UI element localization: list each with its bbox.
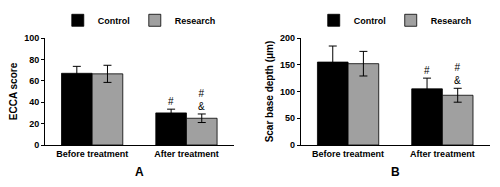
svg-text:0: 0	[290, 140, 295, 150]
svg-text:50: 50	[285, 113, 295, 123]
svg-text:Control: Control	[98, 16, 130, 26]
svg-text:#&: #&	[198, 88, 205, 112]
svg-text:60: 60	[29, 76, 39, 86]
svg-text:Before treatment: Before treatment	[56, 149, 128, 159]
svg-text:100: 100	[24, 33, 39, 43]
svg-text:#: #	[168, 96, 174, 107]
svg-text:200: 200	[280, 33, 295, 43]
svg-text:Research: Research	[431, 16, 472, 26]
svg-text:After treatment: After treatment	[410, 149, 475, 159]
svg-text:80: 80	[29, 55, 39, 65]
svg-text:20: 20	[29, 119, 39, 129]
svg-text:Scar base depth (μm): Scar base depth (μm)	[264, 41, 275, 143]
svg-text:Before treatment: Before treatment	[312, 149, 384, 159]
svg-text:After treatment: After treatment	[154, 149, 219, 159]
svg-text:#&: #&	[454, 62, 461, 86]
svg-text:100: 100	[280, 87, 295, 97]
svg-text:Research: Research	[175, 16, 216, 26]
svg-text:Control: Control	[354, 16, 386, 26]
svg-text:150: 150	[280, 60, 295, 70]
svg-text:40: 40	[29, 97, 39, 107]
svg-text:0: 0	[34, 140, 39, 150]
svg-text:#: #	[424, 65, 430, 76]
svg-text:ECCA score: ECCA score	[8, 62, 19, 120]
svg-text:A: A	[135, 165, 144, 179]
svg-text:B: B	[391, 165, 400, 179]
